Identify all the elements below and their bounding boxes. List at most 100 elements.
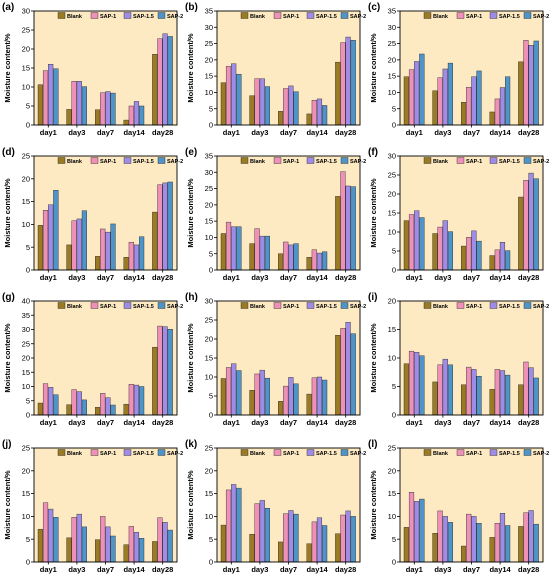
- bar: [95, 407, 101, 416]
- legend-swatch: [57, 12, 66, 19]
- bar: [293, 243, 299, 271]
- legend-swatch: [523, 12, 532, 19]
- bar: [461, 384, 467, 416]
- y-tick-label: 35: [205, 152, 213, 161]
- bar: [53, 190, 59, 271]
- x-tick-label: day28: [152, 273, 173, 282]
- y-tick-label: 30: [205, 168, 213, 177]
- bar: [489, 389, 495, 416]
- y-tick-label: 5: [26, 535, 30, 544]
- legend-label: SAP-1.5: [316, 159, 337, 165]
- plot-frame: [399, 300, 544, 416]
- bar: [283, 241, 289, 271]
- y-tick-label: 10: [22, 83, 30, 92]
- bar: [53, 394, 59, 416]
- y-tick-label: 5: [209, 392, 213, 401]
- bar: [76, 218, 82, 271]
- legend-swatch: [340, 157, 349, 164]
- x-tick-label: day3: [434, 128, 451, 137]
- legend-swatch: [157, 449, 166, 456]
- bar: [403, 220, 409, 271]
- bar: [133, 101, 140, 126]
- x-tick-label: day14: [306, 273, 328, 282]
- bar: [523, 180, 529, 271]
- bar: [528, 367, 534, 416]
- bar: [220, 233, 226, 271]
- x-tick-label: day3: [434, 418, 451, 427]
- bar: [254, 228, 260, 271]
- y-tick-label: 5: [26, 396, 30, 405]
- bar: [231, 63, 237, 126]
- y-tick-label: 20: [388, 466, 396, 475]
- bar: [249, 243, 255, 271]
- bar: [461, 101, 467, 126]
- bar: [283, 385, 289, 416]
- legend-swatch: [240, 449, 249, 456]
- bar: [306, 113, 312, 126]
- y-tick-label: 15: [205, 72, 213, 81]
- bar: [37, 84, 43, 126]
- bar: [437, 226, 443, 271]
- bar: [42, 70, 49, 126]
- bar: [71, 389, 77, 416]
- legend-label: SAP-1: [100, 451, 116, 457]
- legend-swatch: [57, 157, 66, 164]
- bar: [128, 241, 134, 271]
- legend-label: SAP-1: [466, 304, 482, 310]
- legend-label: SAP-1: [100, 159, 116, 165]
- bar: [123, 257, 129, 271]
- bar: [471, 76, 477, 126]
- bar: [288, 377, 294, 416]
- legend-swatch: [90, 302, 99, 309]
- legend-swatch: [523, 302, 532, 309]
- y-tick-label: 25: [388, 39, 396, 48]
- bar: [476, 70, 482, 126]
- bar: [236, 226, 242, 271]
- legend-label: SAP-1: [283, 451, 299, 457]
- x-tick-label: day1: [406, 273, 423, 282]
- bar: [533, 377, 539, 416]
- legend-label: SAP-1.5: [316, 304, 337, 310]
- x-tick-label: day14: [489, 128, 511, 137]
- y-axis-label: Moisture content/%: [3, 33, 12, 103]
- legend-label: Blank: [250, 14, 266, 20]
- chart-panel: (a) Moisture content/% 0 5 10 15 20 25 30 day1 day…: [2, 2, 183, 137]
- y-tick-label: 0: [26, 121, 30, 130]
- bar: [105, 526, 111, 563]
- bar: [345, 322, 351, 416]
- bar: [71, 220, 77, 271]
- y-tick-label: 25: [388, 444, 396, 453]
- bar: [157, 325, 163, 416]
- x-tick-label: day3: [251, 273, 268, 282]
- y-tick-label: 0: [209, 266, 213, 275]
- bar: [278, 401, 284, 416]
- bar: [518, 196, 524, 271]
- legend-swatch: [240, 12, 249, 19]
- y-tick-label: 0: [392, 266, 396, 275]
- x-tick-label: day1: [40, 418, 57, 427]
- legend-label: Blank: [433, 14, 449, 20]
- y-tick-label: 30: [205, 297, 213, 306]
- bar: [403, 76, 409, 126]
- plot-frame: [399, 447, 544, 563]
- panel-label: (h): [185, 292, 198, 303]
- x-tick-label: day3: [251, 128, 268, 137]
- y-tick-label: 20: [388, 297, 396, 306]
- bar: [442, 220, 448, 271]
- bar: [220, 82, 226, 126]
- legend-swatch: [123, 157, 132, 164]
- bar: [533, 40, 539, 126]
- legend-label: SAP-1.5: [316, 14, 337, 20]
- legend-label: SAP-2: [533, 451, 549, 457]
- bar: [494, 249, 500, 271]
- x-tick-label: day7: [463, 565, 480, 574]
- y-tick-label: 0: [209, 121, 213, 130]
- legend-label: SAP-2: [350, 304, 366, 310]
- x-tick-label: day7: [97, 418, 114, 427]
- bar: [311, 377, 317, 416]
- y-tick-label: 15: [205, 217, 213, 226]
- y-tick-label: 15: [22, 368, 30, 377]
- legend-swatch: [489, 12, 498, 19]
- legend-label: SAP-1: [100, 14, 116, 20]
